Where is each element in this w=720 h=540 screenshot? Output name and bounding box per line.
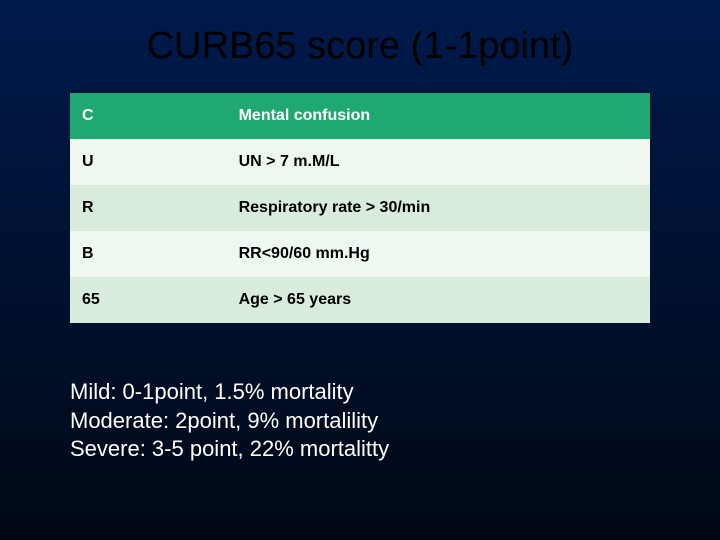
- severity-mild: Mild: 0-1point, 1.5% mortality: [70, 378, 650, 407]
- table-cell-desc: Respiratory rate > 30/min: [227, 185, 650, 231]
- table-row: U UN > 7 m.M/L: [70, 139, 650, 185]
- severity-moderate: Moderate: 2point, 9% mortalility: [70, 407, 650, 436]
- curb65-table: C Mental confusion U UN > 7 m.M/L R Resp…: [70, 93, 650, 323]
- table-cell-code: 65: [70, 277, 227, 323]
- slide-title: CURB65 score (1-1point): [70, 25, 650, 68]
- table-row: B RR<90/60 mm.Hg: [70, 231, 650, 277]
- slide-container: CURB65 score (1-1point) C Mental confusi…: [0, 0, 720, 540]
- table-row: C Mental confusion: [70, 93, 650, 139]
- table-row: R Respiratory rate > 30/min: [70, 185, 650, 231]
- severity-severe: Severe: 3-5 point, 22% mortalitty: [70, 435, 650, 464]
- table-cell-code: U: [70, 139, 227, 185]
- table-row: 65 Age > 65 years: [70, 277, 650, 323]
- severity-legend: Mild: 0-1point, 1.5% mortality Moderate:…: [70, 378, 650, 464]
- table-cell-desc: Mental confusion: [227, 93, 650, 139]
- table-cell-code: B: [70, 231, 227, 277]
- table-cell-code: C: [70, 93, 227, 139]
- curb65-table-container: C Mental confusion U UN > 7 m.M/L R Resp…: [70, 93, 650, 323]
- table-cell-code: R: [70, 185, 227, 231]
- table-cell-desc: Age > 65 years: [227, 277, 650, 323]
- table-cell-desc: UN > 7 m.M/L: [227, 139, 650, 185]
- table-cell-desc: RR<90/60 mm.Hg: [227, 231, 650, 277]
